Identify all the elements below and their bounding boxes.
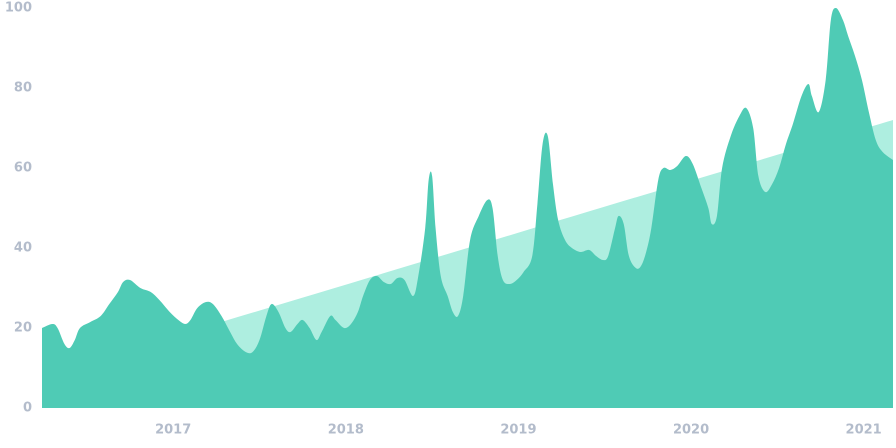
- x-tick-label: 2021: [846, 423, 882, 438]
- y-tick-label: 40: [14, 241, 32, 256]
- y-tick-label: 80: [14, 81, 32, 96]
- x-tick-label: 2018: [328, 423, 364, 438]
- x-tick-label: 2017: [155, 423, 191, 438]
- y-tick-label: 100: [5, 1, 32, 16]
- x-tick-label: 2019: [500, 423, 536, 438]
- x-tick-label: 2020: [673, 423, 709, 438]
- y-tick-label: 0: [23, 401, 32, 416]
- y-tick-label: 20: [14, 321, 32, 336]
- y-tick-label: 60: [14, 161, 32, 176]
- area: [42, 8, 893, 408]
